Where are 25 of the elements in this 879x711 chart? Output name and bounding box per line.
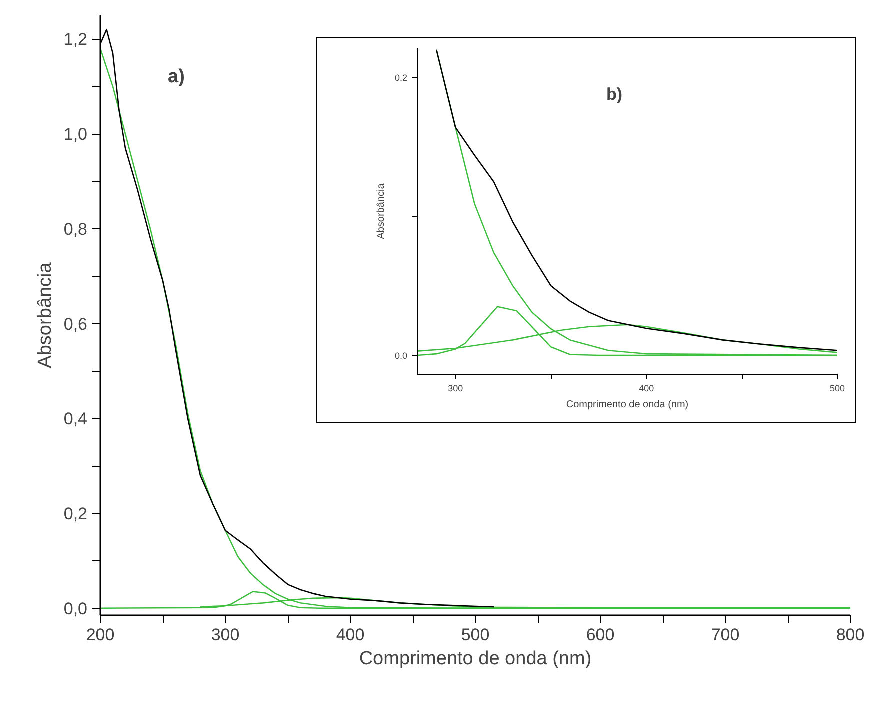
x-tick-label: 800 xyxy=(836,626,865,644)
x-tick-label: 600 xyxy=(586,626,615,644)
x-axis-title: Comprimento de onda (nm) xyxy=(566,400,689,410)
x-tick-label: 500 xyxy=(830,384,846,394)
x-tick-label: 300 xyxy=(448,384,464,394)
annotation: a) xyxy=(168,66,185,88)
x-tick-label: 700 xyxy=(711,626,740,644)
y-tick-label: 1,2 xyxy=(64,30,88,50)
y-axis-title: Absorbância xyxy=(376,183,387,240)
x-tick-label: 200 xyxy=(86,626,115,644)
y-tick-label: 0,4 xyxy=(64,410,88,429)
x-tick-label: 500 xyxy=(461,626,490,644)
x-tick-label: 400 xyxy=(336,626,365,644)
y-tick-label: 0,2 xyxy=(394,73,408,84)
y-tick-label: 0,0 xyxy=(64,599,88,618)
x-tick-label: 300 xyxy=(211,626,240,644)
x-tick-label: 400 xyxy=(639,384,654,394)
y-tick-label: 1,0 xyxy=(64,125,88,144)
y-tick-label: 0,0 xyxy=(394,350,408,361)
y-tick-label: 0,2 xyxy=(64,504,88,524)
y-tick-label: 0,8 xyxy=(64,220,88,239)
y-axis-title: Absorbância xyxy=(34,262,56,368)
y-tick-label: 0,6 xyxy=(64,314,88,334)
annotation: b) xyxy=(606,84,623,104)
x-axis-title: Comprimento de onda (nm) xyxy=(359,648,592,670)
